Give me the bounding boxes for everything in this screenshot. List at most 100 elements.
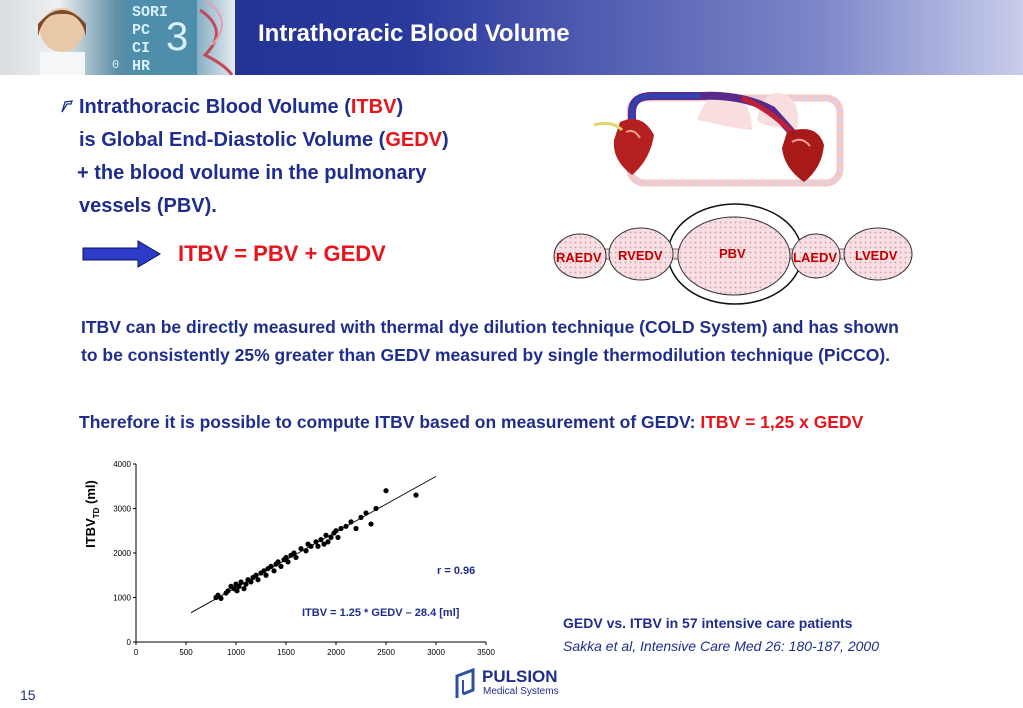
data-point bbox=[218, 595, 224, 601]
monitor-label: SORI bbox=[132, 4, 168, 21]
data-point bbox=[343, 523, 349, 529]
laedv-label: LAEDV bbox=[793, 250, 837, 265]
data-point bbox=[293, 554, 299, 561]
paragraph-line-1: ITBV can be directly measured with therm… bbox=[81, 317, 899, 337]
scatter-chart: ITBVTD (ml) 0 500 1000 1500 2000 2500 3000 3500… bbox=[75, 452, 505, 662]
data-point bbox=[333, 528, 339, 534]
monitor-digit: 3 bbox=[166, 15, 188, 59]
y-axis-label: ITBVTD (ml) bbox=[83, 480, 101, 548]
x-tick-label: 3500 bbox=[477, 648, 495, 657]
data-point bbox=[263, 572, 269, 578]
chart-citation: Sakka et al, Intensive Care Med 26: 180-… bbox=[563, 638, 879, 654]
monitor-label: HR bbox=[132, 58, 150, 75]
y-tick-label: 0 bbox=[127, 638, 132, 647]
logo-subtitle: Medical Systems bbox=[483, 686, 559, 697]
correlation-label: r = 0.96 bbox=[437, 565, 475, 577]
data-point bbox=[285, 559, 291, 565]
circulation-illustration bbox=[592, 80, 852, 190]
rvedv-label: RVEDV bbox=[618, 248, 663, 263]
monitor-label: PC bbox=[132, 22, 150, 39]
data-point bbox=[313, 539, 319, 545]
y-axis-label-main: ITBV bbox=[83, 518, 98, 548]
page-number: 15 bbox=[20, 687, 36, 703]
data-point bbox=[261, 568, 267, 574]
chart-caption: GEDV vs. ITBV in 57 intensive care patie… bbox=[563, 615, 853, 631]
data-point bbox=[328, 534, 334, 541]
y-tick-label: 4000 bbox=[113, 460, 131, 469]
header-photo: SORI PC CI HR 0 3 bbox=[0, 0, 235, 75]
data-point bbox=[323, 532, 329, 538]
logo-name: PULSION bbox=[482, 667, 558, 686]
text: ) bbox=[396, 96, 404, 118]
data-point bbox=[413, 492, 419, 498]
data-point bbox=[283, 554, 289, 561]
data-point bbox=[268, 563, 274, 569]
highlight: GEDV bbox=[385, 129, 443, 151]
data-point bbox=[253, 572, 259, 578]
regression-equation: ITBV = 1.25 * GEDV – 28.4 [ml] bbox=[302, 607, 460, 619]
data-point bbox=[234, 588, 240, 594]
data-point bbox=[278, 563, 284, 569]
text: Therefore it is possible to compute ITBV… bbox=[79, 412, 701, 432]
monitor-label: CI bbox=[132, 40, 150, 57]
data-point bbox=[368, 521, 374, 527]
x-tick-label: 1000 bbox=[227, 648, 245, 657]
data-point bbox=[335, 534, 341, 541]
data-point bbox=[315, 543, 321, 549]
bullet-line-2: is Global End-Diastolic Volume (GEDV) bbox=[79, 129, 449, 152]
x-tick-label: 0 bbox=[134, 648, 139, 657]
header-photo-illustration: SORI PC CI HR 0 3 bbox=[38, 0, 234, 75]
x-tick-label: 3000 bbox=[427, 648, 445, 657]
data-point bbox=[241, 586, 247, 592]
monitor-zero: 0 bbox=[112, 58, 119, 72]
data-point bbox=[318, 537, 324, 543]
chart-svg: ITBVTD (ml) 0 500 1000 1500 2000 2500 3000 3500… bbox=[83, 460, 495, 657]
text: ) bbox=[442, 129, 449, 151]
text: Intrathoracic Blood Volume ( bbox=[79, 96, 351, 118]
pulsion-logo: PULSION Medical Systems bbox=[453, 667, 583, 701]
arrow-right-icon bbox=[82, 240, 162, 273]
data-point bbox=[275, 559, 281, 565]
data-point bbox=[308, 543, 314, 549]
text: is Global End-Diastolic Volume ( bbox=[79, 129, 386, 151]
formula: ITBV = PBV + GEDV bbox=[178, 241, 386, 266]
x-tick-label: 2000 bbox=[327, 648, 345, 657]
data-point bbox=[236, 583, 242, 589]
x-tick-label: 2500 bbox=[377, 648, 395, 657]
data-point bbox=[255, 577, 261, 583]
data-point bbox=[358, 514, 364, 520]
chamber-diagram: RAEDV RVEDV PBV LAEDV LVEDV bbox=[548, 200, 918, 308]
bullet-line-3: + the blood volume in the pulmonary bbox=[77, 162, 427, 184]
raedv-label: RAEDV bbox=[556, 250, 602, 265]
data-point bbox=[248, 579, 254, 585]
pulsion-logo-icon bbox=[455, 668, 475, 698]
header-bar: SORI PC CI HR 0 3 Intrathoracic Blood Vo… bbox=[0, 0, 1023, 75]
data-point bbox=[238, 579, 244, 585]
x-tick-label: 500 bbox=[179, 648, 193, 657]
bullet-icon bbox=[61, 100, 73, 113]
data-point bbox=[298, 545, 304, 552]
data-point bbox=[303, 548, 309, 554]
data-point bbox=[338, 525, 344, 532]
data-point bbox=[325, 539, 331, 545]
data-point bbox=[353, 525, 359, 532]
y-tick-label: 2000 bbox=[113, 549, 131, 558]
data-point bbox=[243, 581, 249, 587]
lvedv-label: LVEDV bbox=[855, 248, 898, 263]
data-point bbox=[363, 510, 369, 516]
data-point bbox=[373, 505, 379, 512]
paragraph-line-2: to be consistently 25% greater than GEDV… bbox=[81, 345, 891, 365]
y-tick-label: 1000 bbox=[113, 594, 131, 603]
x-tick-label: 1500 bbox=[277, 648, 295, 657]
highlight: ITBV bbox=[350, 96, 397, 118]
bullet-line-1: Intrathoracic Blood Volume (ITBV) bbox=[79, 96, 403, 119]
data-point bbox=[321, 541, 327, 547]
pbv-label: PBV bbox=[719, 246, 746, 261]
y-tick-label: 3000 bbox=[113, 505, 131, 514]
data-point bbox=[291, 550, 297, 556]
data-point bbox=[271, 568, 277, 574]
conclusion: Therefore it is possible to compute ITBV… bbox=[79, 412, 863, 433]
data-point bbox=[225, 588, 231, 594]
y-axis-label-sub: TD bbox=[92, 507, 101, 518]
page-title: Intrathoracic Blood Volume bbox=[258, 20, 570, 47]
